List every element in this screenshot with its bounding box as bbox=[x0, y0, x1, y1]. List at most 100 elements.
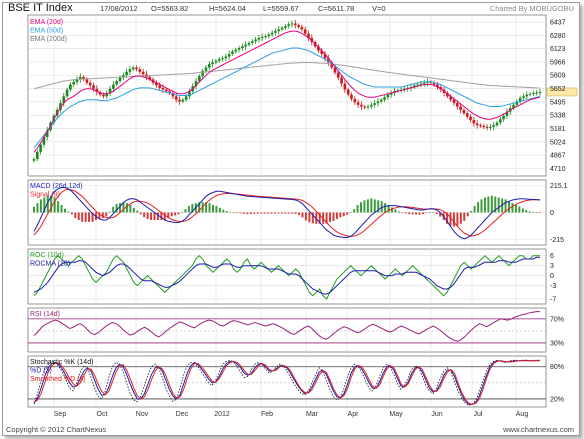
price-y-tick: 5338 bbox=[550, 113, 566, 120]
macd-histogram-bar bbox=[139, 212, 142, 215]
candle-body bbox=[522, 96, 525, 99]
candle-body bbox=[171, 92, 175, 97]
candle-body bbox=[211, 62, 214, 65]
candle-body bbox=[244, 44, 247, 47]
candle-body bbox=[280, 27, 284, 30]
candle-body bbox=[207, 64, 211, 68]
macd-histogram-bar bbox=[308, 212, 311, 223]
candle-body bbox=[217, 59, 221, 61]
candle-body bbox=[432, 82, 436, 85]
candle-body bbox=[528, 93, 532, 95]
macd-histogram-bar bbox=[473, 205, 476, 213]
roc-legend-item: ROCMA (10) bbox=[30, 261, 70, 268]
macd-histogram-bar bbox=[256, 212, 259, 214]
price-y-tick: 4867 bbox=[550, 153, 566, 160]
macd-histogram-bar bbox=[163, 212, 166, 220]
macd-histogram-bar bbox=[242, 212, 245, 214]
macd-histogram-bar bbox=[167, 212, 170, 219]
rsi-y-tick: 70% bbox=[550, 316, 564, 323]
candle-body bbox=[227, 53, 231, 57]
macd-histogram-bar bbox=[198, 202, 201, 213]
macd-histogram-bar bbox=[33, 206, 35, 213]
macd-histogram-bar bbox=[518, 206, 521, 213]
macd-histogram-bar bbox=[404, 212, 407, 214]
candle-body bbox=[287, 24, 290, 27]
candle-body bbox=[489, 126, 492, 128]
macd-histogram-bar bbox=[514, 205, 517, 213]
macd-histogram-bar bbox=[456, 212, 459, 226]
candle-body bbox=[108, 88, 112, 93]
candle-body bbox=[62, 96, 66, 104]
macd-histogram-bar bbox=[236, 212, 239, 214]
candle-body bbox=[449, 96, 453, 100]
candle-body bbox=[383, 97, 386, 100]
candle-body bbox=[323, 53, 327, 59]
candle-body bbox=[260, 37, 264, 39]
macd-histogram-bar bbox=[411, 212, 414, 215]
candle-body bbox=[198, 76, 201, 82]
macd-histogram-bar bbox=[273, 212, 276, 214]
macd-histogram-bar bbox=[439, 212, 442, 217]
open-price: O=5563.82 bbox=[151, 4, 189, 13]
candle-body bbox=[340, 77, 343, 84]
candle-body bbox=[422, 82, 426, 84]
ema50-line bbox=[33, 47, 541, 149]
candle-body bbox=[333, 67, 337, 73]
macd-histogram-bar bbox=[508, 201, 511, 213]
macd-histogram-bar bbox=[60, 205, 63, 213]
candle-body bbox=[502, 115, 505, 120]
candle-body bbox=[131, 67, 135, 70]
macd-histogram-bar bbox=[143, 212, 146, 218]
macd-legend-item: MACD (26d,12d) bbox=[30, 183, 83, 190]
macd-histogram-bar bbox=[287, 212, 290, 214]
candle-body bbox=[426, 81, 429, 83]
candle-body bbox=[515, 101, 519, 105]
candle-body bbox=[350, 94, 353, 99]
candle-body bbox=[356, 102, 360, 105]
macd-histogram-bar bbox=[160, 212, 163, 220]
x-tick-label: 2012 bbox=[214, 411, 230, 418]
x-tick-label: Oct bbox=[97, 411, 108, 418]
macd-histogram-bar bbox=[112, 206, 115, 213]
candle-body bbox=[82, 76, 85, 80]
x-tick-label: Mar bbox=[306, 411, 319, 418]
candle-body bbox=[95, 88, 99, 93]
candle-body bbox=[148, 76, 152, 80]
rsi-panel: RSI (14d) bbox=[30, 311, 540, 342]
candle-body bbox=[376, 101, 380, 104]
macd-histogram-bar bbox=[377, 200, 380, 213]
candle-body bbox=[330, 62, 333, 68]
roc-line bbox=[33, 255, 540, 300]
candle-body bbox=[373, 103, 376, 105]
macd-histogram-bar bbox=[63, 208, 66, 213]
macd-histogram-bar bbox=[263, 212, 266, 214]
macd-histogram-bar bbox=[332, 212, 335, 221]
candle-body bbox=[32, 159, 36, 161]
macd-histogram-bar bbox=[311, 212, 314, 224]
candle-body bbox=[419, 83, 423, 85]
stoch-y-tick: 80% bbox=[550, 364, 564, 371]
macd-histogram-bar bbox=[270, 212, 273, 214]
macd-histogram-bar bbox=[384, 203, 387, 213]
macd-histogram-bar bbox=[459, 212, 462, 224]
macd-histogram-bar bbox=[91, 212, 94, 222]
macd-legend-item: Signal (9) bbox=[30, 192, 60, 199]
macd-histogram-bar bbox=[191, 204, 194, 213]
x-tick-label: Aug bbox=[516, 411, 529, 418]
candle-body bbox=[360, 104, 363, 107]
candle-body bbox=[45, 130, 49, 138]
price-y-tick: 6437 bbox=[550, 20, 566, 27]
macd-histogram-bar bbox=[74, 212, 77, 219]
candle-body bbox=[386, 94, 390, 98]
macd-histogram-bar bbox=[532, 212, 535, 213]
x-tick-label: May bbox=[389, 411, 403, 418]
macd-histogram-bar bbox=[394, 209, 397, 213]
macd-histogram-bar bbox=[108, 211, 111, 213]
candle-body bbox=[505, 111, 509, 116]
roc-y-tick: -3 bbox=[550, 283, 556, 290]
rocma-line bbox=[33, 256, 540, 295]
high-price: H=5624.04 bbox=[209, 4, 246, 13]
roc-y-tick: 0 bbox=[550, 273, 554, 280]
axis-layer: Sep Oct Nov Dec 2012 Feb Mar Apr May Jun Jul Aug 471… bbox=[54, 20, 568, 418]
macd-histogram-bar bbox=[483, 197, 486, 213]
